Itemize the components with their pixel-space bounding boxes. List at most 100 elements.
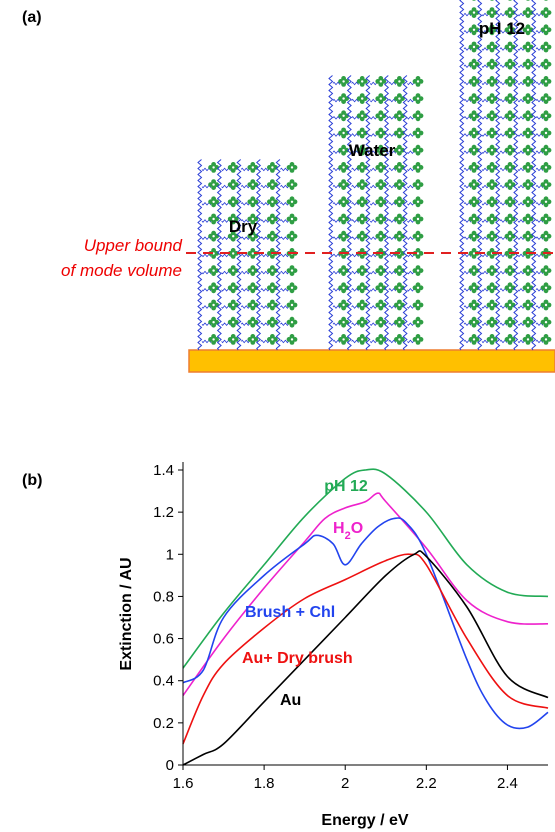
- cluster-dot: [489, 30, 495, 36]
- side-chain: [260, 270, 271, 275]
- side-chain: [481, 133, 490, 137]
- cluster-dot: [540, 10, 546, 16]
- cluster-dot: [489, 299, 495, 305]
- cluster-core: [544, 338, 548, 341]
- cluster-core: [290, 286, 294, 289]
- cluster-core: [472, 45, 476, 49]
- cluster-core: [472, 303, 476, 307]
- cluster-dot: [378, 322, 384, 328]
- cluster-dot: [214, 268, 220, 273]
- cluster-dot: [468, 199, 474, 205]
- chlorophyll-cluster: [375, 230, 387, 242]
- cluster-dot: [378, 254, 384, 259]
- brush-column-0: [197, 159, 298, 351]
- cluster-dot: [253, 199, 259, 205]
- cluster-dot: [289, 340, 295, 345]
- polymer-chain: [328, 75, 334, 351]
- cluster-dot: [378, 93, 384, 98]
- side-chain: [280, 270, 290, 275]
- brush-columns: [197, 0, 552, 351]
- cluster-core: [508, 183, 512, 186]
- cluster-dot: [344, 96, 349, 101]
- cluster-core: [416, 166, 420, 169]
- cluster-dot: [273, 337, 278, 342]
- chlorophyll-cluster: [227, 179, 239, 191]
- cluster-dot: [341, 288, 346, 294]
- cluster-dot: [507, 185, 513, 191]
- side-chain: [517, 29, 526, 34]
- cluster-dot: [415, 213, 421, 219]
- cluster-dot: [492, 319, 498, 325]
- side-chain: [351, 81, 359, 86]
- side-chain: [351, 305, 359, 309]
- cluster-dot: [486, 165, 492, 170]
- cluster-dot: [471, 93, 477, 98]
- cluster-core: [232, 200, 235, 203]
- cluster-dot: [375, 182, 381, 188]
- cluster-dot: [250, 334, 256, 339]
- cluster-dot: [211, 236, 217, 242]
- cluster-dot: [474, 10, 480, 16]
- cluster-dot: [270, 219, 275, 225]
- cluster-dot: [546, 216, 552, 222]
- cluster-dot: [359, 265, 365, 270]
- cluster-dot: [418, 216, 424, 222]
- chlorophyll-cluster: [375, 144, 387, 156]
- side-chain: [260, 253, 271, 258]
- chlorophyll-cluster: [486, 282, 498, 294]
- cluster-core: [379, 303, 382, 307]
- cluster-dot: [490, 0, 494, 1]
- side-chain: [407, 184, 415, 189]
- side-chain: [332, 287, 341, 292]
- side-chain: [481, 236, 490, 241]
- side-chain: [332, 270, 341, 275]
- chlorophyll-cluster: [286, 179, 298, 191]
- cluster-dot: [525, 30, 531, 36]
- side-chain: [517, 81, 526, 86]
- cluster-dot: [540, 199, 546, 205]
- cluster-core: [212, 183, 215, 186]
- cluster-dot: [468, 130, 474, 136]
- cluster-dot: [522, 147, 528, 153]
- cluster-dot: [292, 268, 298, 273]
- cluster-dot: [415, 230, 421, 236]
- cluster-dot: [338, 165, 343, 170]
- chlorophyll-cluster: [540, 41, 552, 53]
- cluster-core: [361, 200, 364, 203]
- cluster-dot: [227, 337, 233, 342]
- side-chain: [407, 201, 415, 206]
- cluster-dot: [418, 199, 424, 205]
- cluster-dot: [289, 254, 295, 259]
- series-label-h2o-sub: 2: [345, 530, 351, 542]
- chlorophyll-cluster: [468, 24, 480, 36]
- cluster-core: [342, 269, 345, 272]
- cluster-core: [544, 235, 548, 238]
- cluster-dot: [359, 316, 365, 322]
- cluster-core: [361, 338, 364, 341]
- side-chain: [517, 12, 526, 17]
- cluster-dot: [468, 251, 474, 256]
- cluster-core: [361, 269, 364, 272]
- cluster-dot: [270, 334, 275, 339]
- cluster-dot: [543, 196, 549, 202]
- cluster-core: [342, 114, 345, 118]
- chlorophyll-cluster: [504, 110, 516, 122]
- cluster-core: [472, 149, 476, 152]
- side-chain: [351, 167, 359, 172]
- cluster-dot: [522, 216, 528, 222]
- cluster-dot: [289, 236, 295, 242]
- cluster-dot: [341, 168, 346, 173]
- chlorophyll-cluster: [486, 24, 498, 36]
- cluster-core: [342, 131, 345, 135]
- cluster-dot: [344, 216, 349, 222]
- chlorophyll-cluster: [356, 162, 368, 173]
- cluster-dot: [415, 282, 421, 288]
- cluster-dot: [489, 185, 495, 191]
- cluster-dot: [267, 337, 272, 342]
- side-chain: [260, 201, 271, 206]
- chlorophyll-cluster: [540, 76, 552, 87]
- cluster-dot: [267, 319, 272, 325]
- side-chain: [240, 322, 251, 327]
- cluster-dot: [394, 130, 399, 136]
- chlorophyll-cluster: [504, 144, 516, 156]
